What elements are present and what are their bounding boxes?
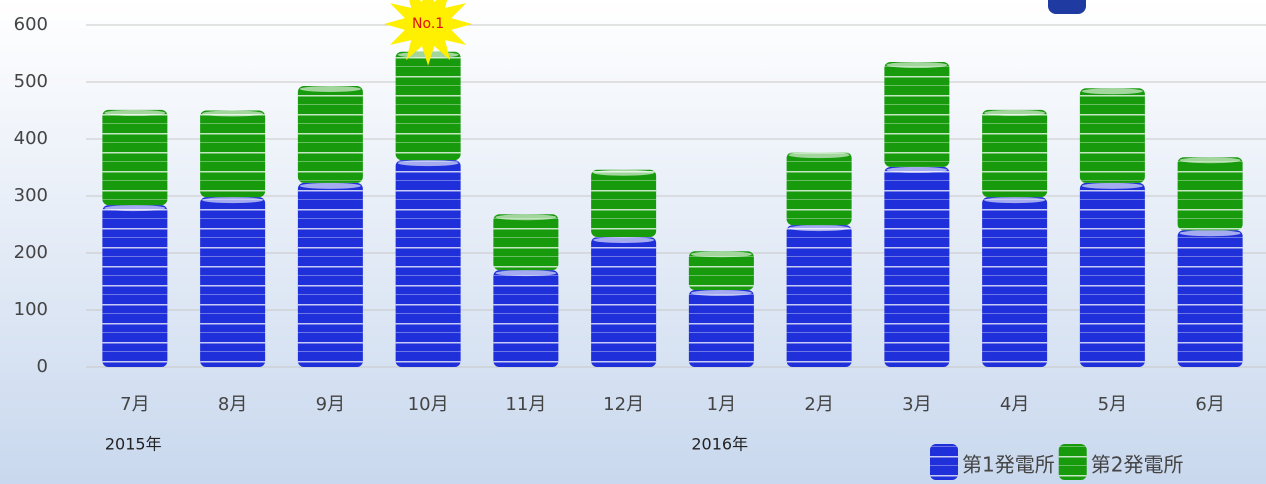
x-tick-label: 12月: [603, 394, 644, 415]
x-tick-label: 7月: [120, 394, 149, 415]
bar-stripes: [200, 197, 265, 367]
bar-stripes: [1178, 230, 1243, 367]
page: 0 100 200 300 400 500 600 7月 8月 9月 10月 11月 12月 1月 2月 3月…: [0, 0, 1266, 484]
bar-top: [398, 160, 459, 166]
bar-top: [495, 214, 556, 220]
x-tick-label: 6月: [1195, 394, 1224, 415]
bar-stripes: [689, 290, 754, 367]
bar-top: [593, 170, 654, 176]
chart: 0 100 200 300 400 500 600 7月 8月 9月 10月 11月 12月 1月 2月 3月…: [0, 0, 1266, 484]
bar-stripes: [787, 152, 852, 225]
bar-stripes: [591, 170, 656, 237]
x-tick-label: 4月: [1000, 394, 1029, 415]
bar-top: [593, 237, 654, 243]
bar-stripes: [493, 214, 558, 270]
y-tick-label: 300: [14, 185, 48, 206]
bar-top: [691, 251, 752, 257]
y-tick-label: 600: [14, 14, 48, 35]
bar-stripes: [884, 62, 949, 167]
bar-top: [1180, 157, 1241, 163]
bar-stripes: [102, 110, 167, 205]
x-tick-label: 5月: [1098, 394, 1127, 415]
x-group-label: 2016年: [691, 435, 748, 454]
bar-stripes: [982, 197, 1047, 367]
y-tick-label: 200: [14, 242, 48, 263]
x-tick-label: 2月: [804, 394, 833, 415]
x-group-label: 2015年: [105, 435, 162, 454]
y-tick-label: 0: [37, 356, 48, 377]
bar-stripes: [591, 237, 656, 367]
x-tick-label: 9月: [316, 394, 345, 415]
x-tick-label: 3月: [902, 394, 931, 415]
bar-top: [1180, 230, 1241, 236]
bar-stripes: [493, 270, 558, 367]
legend-swatch-stripes: [1059, 444, 1087, 480]
bar-stripes: [1080, 88, 1145, 183]
bar-stripes: [1178, 157, 1243, 230]
bar-stripes: [298, 183, 363, 367]
bar-top: [202, 197, 263, 203]
x-tick-label: 8月: [218, 394, 247, 415]
x-tick-label: 1月: [707, 394, 736, 415]
y-tick-label: 100: [14, 299, 48, 320]
bar-stripes: [982, 110, 1047, 197]
bar-stripes: [298, 86, 363, 183]
bar-stripes: [200, 111, 265, 198]
bar-top: [104, 205, 165, 211]
decor-barrel: [1048, 0, 1086, 14]
bar-stripes: [396, 160, 461, 367]
annotation: No.1: [412, 16, 444, 32]
legend-swatch-stripes: [930, 444, 958, 480]
bar-stripes: [1080, 183, 1145, 367]
y-tick-label: 500: [14, 71, 48, 92]
x-tick-label: 10月: [408, 394, 449, 415]
bar-top: [1082, 88, 1143, 94]
bar-top: [202, 111, 263, 117]
y-tick-label: 400: [14, 128, 48, 149]
bar-top: [300, 86, 361, 92]
legend-label: 第2発電所: [1091, 453, 1184, 477]
bar-top: [789, 225, 850, 231]
bar-top: [300, 183, 361, 189]
bar-stripes: [787, 225, 852, 367]
bar-top: [1082, 183, 1143, 189]
bar-top: [984, 110, 1045, 116]
bar-top: [495, 270, 556, 276]
bar-top: [984, 197, 1045, 203]
bar-stripes: [396, 52, 461, 160]
bar-stripes: [102, 205, 167, 367]
bar-top: [789, 152, 850, 158]
x-tick-label: 11月: [505, 394, 546, 415]
bar-top: [104, 110, 165, 116]
bar-top: [886, 62, 947, 68]
bar-top: [691, 290, 752, 296]
bar-top: [886, 167, 947, 173]
legend-label: 第1発電所: [962, 453, 1055, 477]
bar-stripes: [884, 167, 949, 367]
